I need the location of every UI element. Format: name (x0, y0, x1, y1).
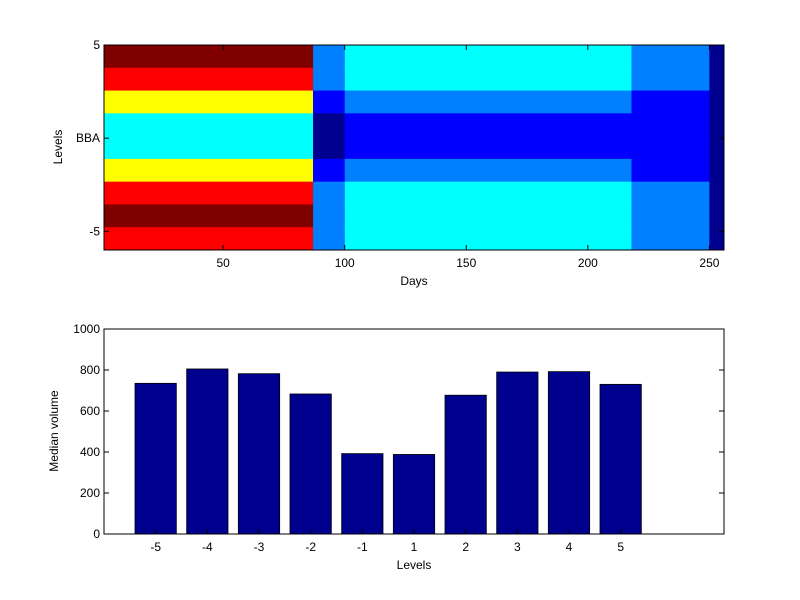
heatmap-cell (313, 158, 345, 183)
x-tick-label: -2 (305, 540, 316, 554)
x-tick-label: -1 (357, 540, 368, 554)
y-tick-label: 400 (80, 445, 100, 459)
heatmap-cell (631, 90, 710, 114)
heatmap-cell (709, 67, 724, 92)
heatmap-cell (709, 204, 724, 228)
heatmap-cell (709, 227, 724, 251)
x-tick-label: 4 (566, 540, 573, 554)
heatmap-cell (313, 113, 345, 137)
heatmap-cell (344, 181, 632, 205)
heatmap-cell (631, 158, 710, 183)
bar (237, 373, 281, 535)
heatmap-cell (313, 90, 345, 114)
y-tick-label: -5 (89, 224, 100, 238)
heatmap-plot: 50 100 150 200 250 5 BBA -5 Days Levels (51, 38, 725, 288)
heatmap-cell (313, 45, 345, 69)
heatmap-cell (709, 158, 724, 183)
heatmap-cell (313, 204, 345, 228)
y-tick-label: 1000 (73, 322, 100, 336)
bar (289, 393, 332, 535)
heatmap-cell (709, 113, 724, 137)
bar (444, 394, 487, 535)
bar-plot: -5 -4 -3 -2 -1 1 2 3 4 5 0 200 400 600 800 1000 Levels… (47, 322, 725, 572)
bar-series (134, 368, 642, 535)
bar (392, 454, 436, 535)
heatmap-cell (709, 136, 724, 160)
bar-y-axis-label: Median volume (47, 390, 61, 472)
heatmap-cell (344, 227, 632, 251)
heatmap-cell (344, 204, 632, 228)
bar-y-ticks: 0 200 400 600 800 1000 (73, 322, 724, 541)
heatmap-cell (104, 227, 314, 251)
y-tick-label: BBA (76, 131, 100, 145)
heatmap-cell (631, 136, 710, 160)
heatmap-cell (104, 136, 314, 160)
x-tick-label: -3 (254, 540, 265, 554)
bar (341, 453, 384, 535)
x-tick-label: -5 (150, 540, 161, 554)
heatmap-cell (631, 227, 710, 251)
bar (547, 371, 591, 535)
heatmap-cell (313, 136, 345, 160)
x-tick-label: 5 (617, 540, 624, 554)
heatmap-axes-box (103, 44, 725, 251)
heatmap-cell (344, 136, 632, 160)
heatmap-cell (313, 67, 345, 92)
y-tick-label: 600 (80, 404, 100, 418)
bar-x-ticks: -5 -4 -3 -2 -1 1 2 3 4 5 (150, 529, 624, 554)
x-tick-label: 2 (462, 540, 469, 554)
y-tick-label: 800 (80, 363, 100, 377)
heatmap-cell (344, 67, 632, 92)
heatmap-cell (631, 204, 710, 228)
x-tick-label: 3 (514, 540, 521, 554)
heatmap-cell (104, 67, 314, 92)
heatmap-cell (709, 90, 724, 114)
bar-x-axis-label: Levels (397, 558, 432, 572)
heatmap-cell (313, 227, 345, 251)
heatmap-cells (104, 45, 724, 251)
x-tick-label: 50 (216, 256, 230, 270)
heatmap-cell (631, 113, 710, 137)
heatmap-x-ticks: 50 100 150 200 250 (216, 45, 720, 270)
bar (496, 371, 539, 535)
bar (599, 383, 642, 535)
y-tick-label: 5 (93, 38, 100, 52)
heatmap-cell (344, 90, 632, 114)
heatmap-y-axis-label: Levels (51, 130, 65, 165)
y-tick-label: 0 (93, 527, 100, 541)
heatmap-y-ticks: 5 BBA -5 (76, 38, 724, 238)
x-tick-label: 1 (411, 540, 418, 554)
heatmap-cell (313, 181, 345, 205)
x-tick-label: -4 (202, 540, 213, 554)
heatmap-cell (709, 181, 724, 205)
x-tick-label: 150 (456, 256, 476, 270)
bar (186, 368, 229, 535)
x-tick-label: 200 (578, 256, 598, 270)
heatmap-cell (104, 181, 314, 205)
heatmap-cell (631, 181, 710, 205)
heatmap-cell (631, 45, 710, 69)
heatmap-x-axis-label: Days (400, 274, 427, 288)
heatmap-cell (344, 45, 632, 69)
x-tick-label: 250 (699, 256, 719, 270)
y-tick-label: 200 (80, 486, 100, 500)
heatmap-cell (104, 113, 314, 137)
heatmap-cell (104, 45, 314, 69)
x-tick-label: 100 (335, 256, 355, 270)
heatmap-cell (344, 158, 632, 183)
heatmap-cell (709, 45, 724, 69)
heatmap-cell (104, 90, 314, 114)
heatmap-cell (631, 67, 710, 92)
heatmap-cell (104, 204, 314, 228)
heatmap-cell (344, 113, 632, 137)
bar (134, 382, 177, 535)
heatmap-cell (104, 158, 314, 183)
